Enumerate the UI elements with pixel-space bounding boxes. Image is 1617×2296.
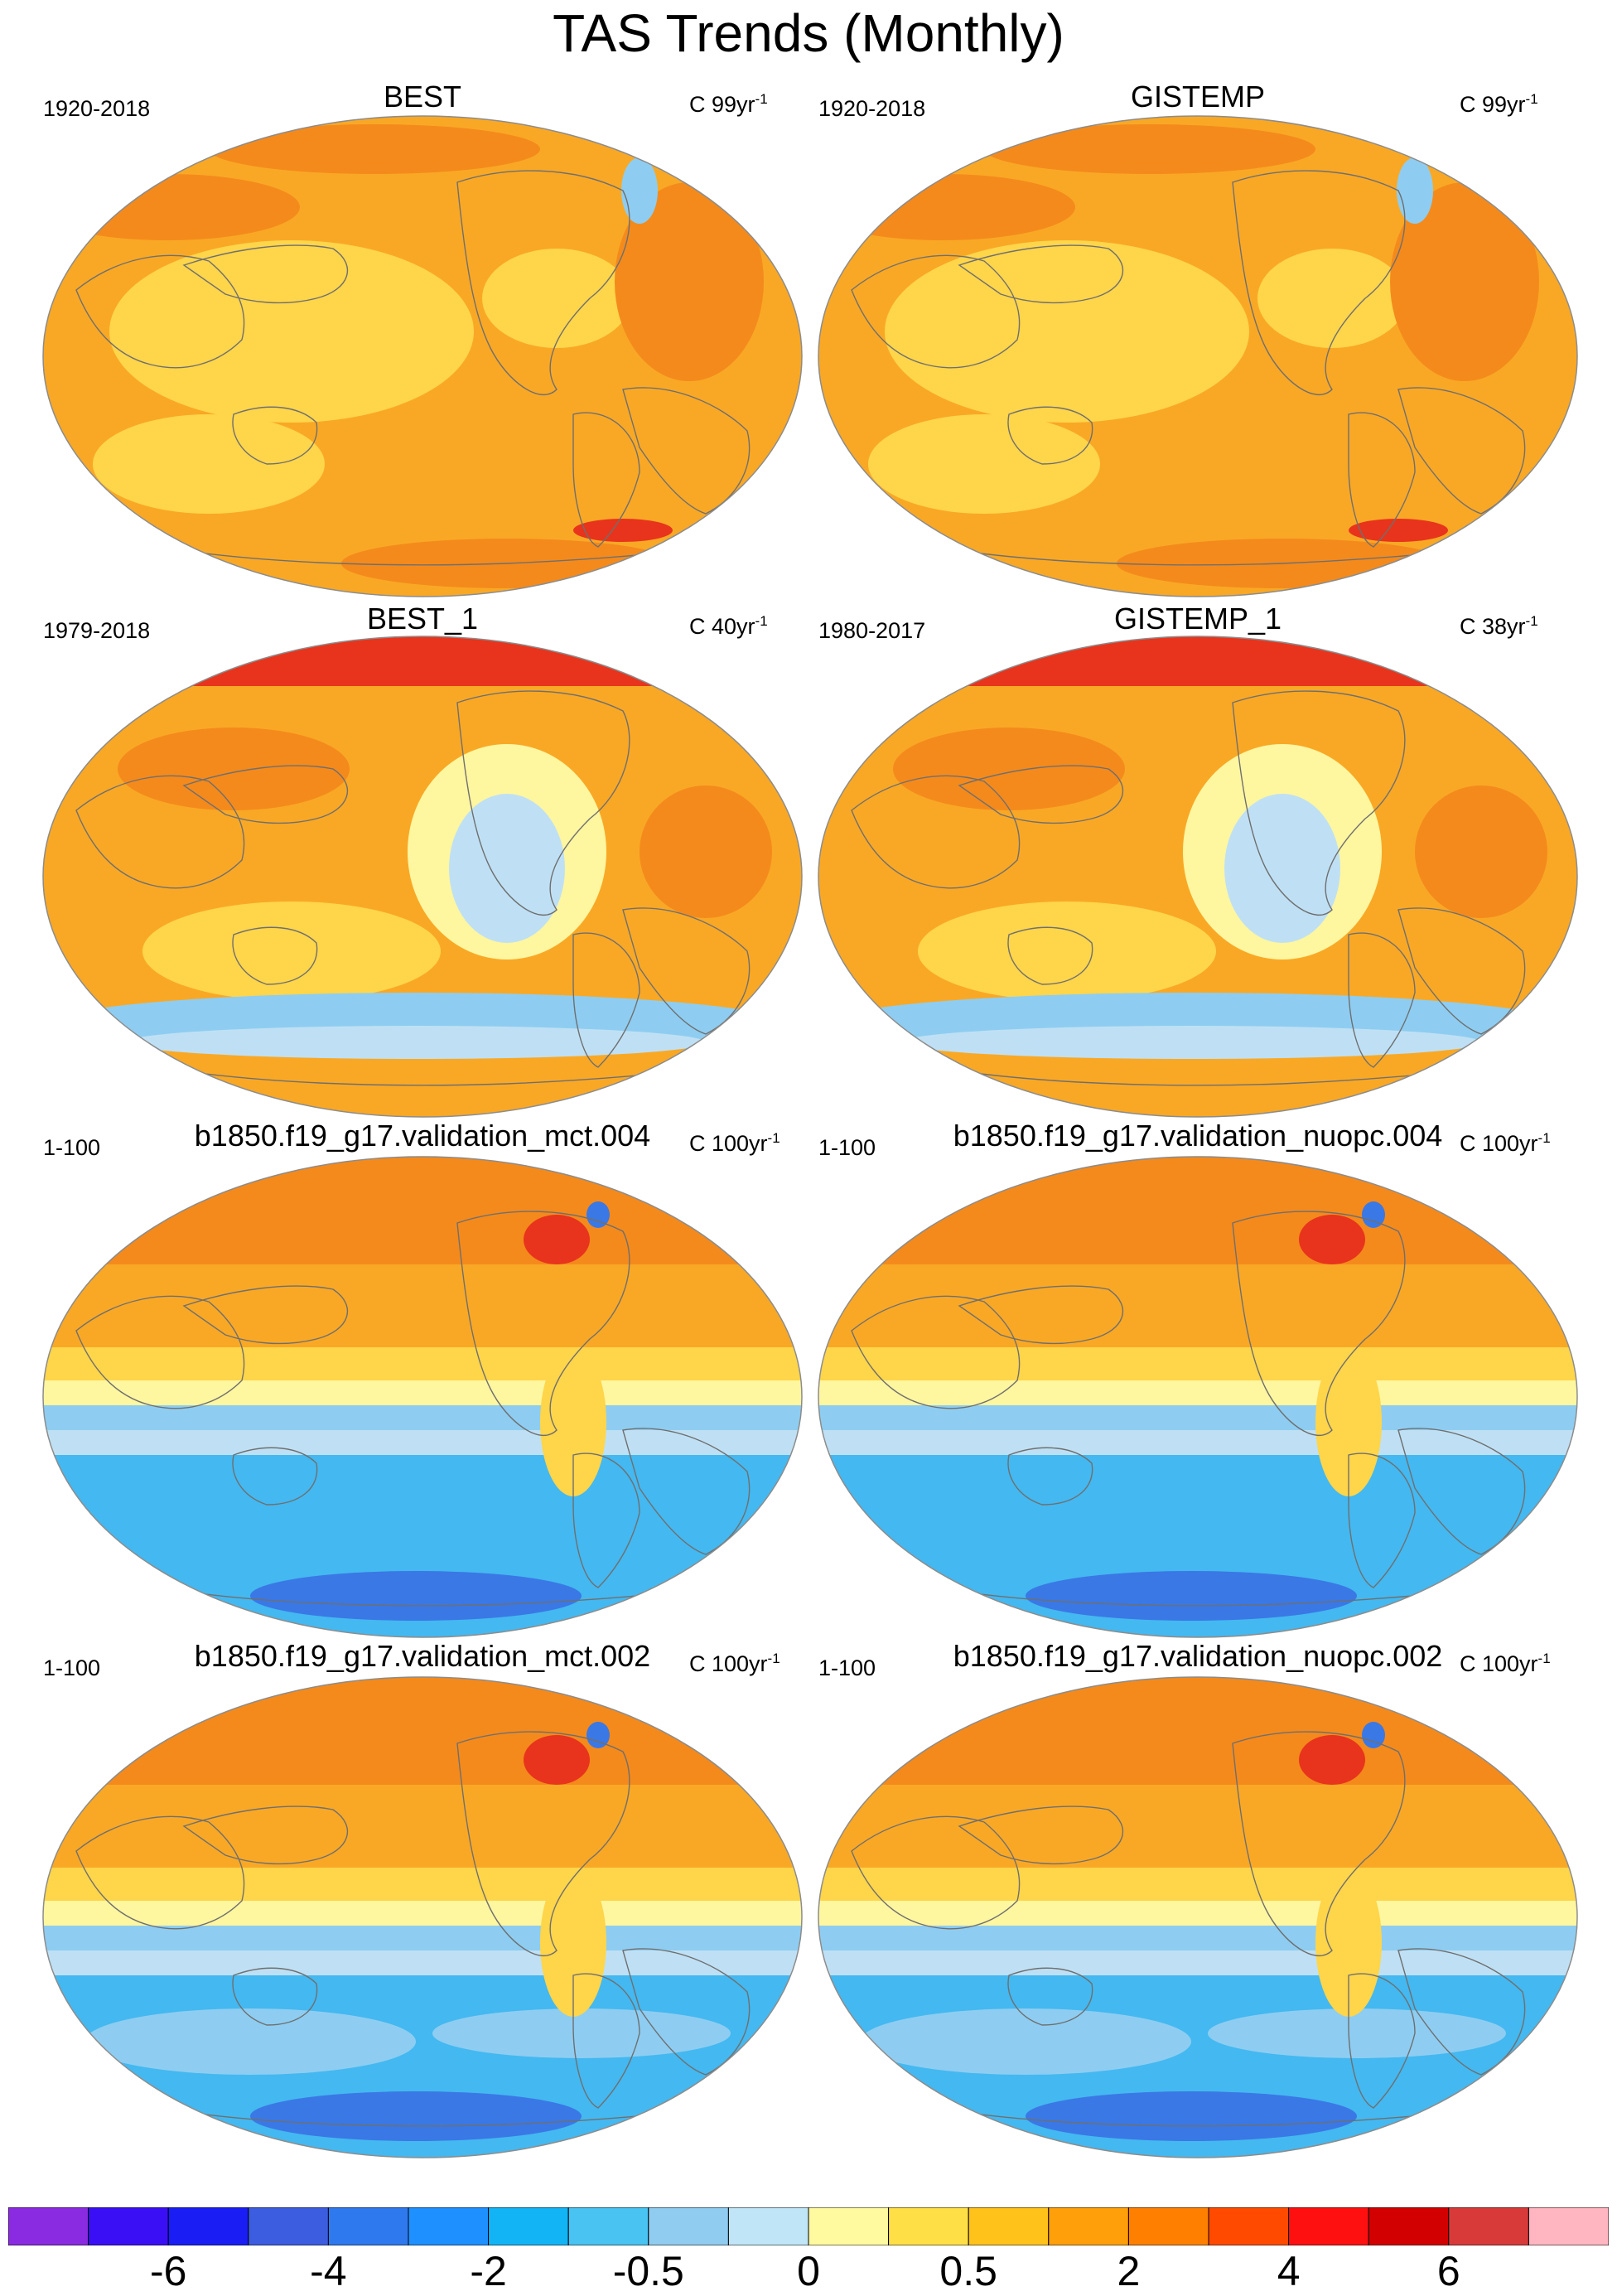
panel-units: C 100yr-1 — [689, 1651, 780, 1677]
panel-title: BEST — [383, 80, 462, 114]
panel-units: C 100yr-1 — [689, 1130, 780, 1157]
colorbar-box — [567, 2207, 649, 2245]
colorbar-label: 0 — [797, 2248, 820, 2294]
units-exponent: -1 — [1537, 1651, 1551, 1666]
colorbar-label: -0.5 — [612, 2248, 684, 2294]
colorbar-label: 6 — [1436, 2248, 1460, 2294]
colorbar-label: 0.5 — [939, 2248, 997, 2294]
units-text: C 100yr — [689, 1651, 768, 1676]
trend-map — [818, 1676, 1578, 2158]
colorbar-box — [1208, 2207, 1290, 2245]
trend-map — [42, 636, 803, 1118]
panel-period: 1-100 — [818, 1135, 876, 1160]
colorbar-box — [488, 2207, 569, 2245]
colorbar-box — [1448, 2207, 1529, 2245]
trend-map — [42, 1156, 803, 1638]
panel-title: b1850.f19_g17.validation_nuopc.002 — [953, 1639, 1443, 1673]
panel-period: 1-100 — [43, 1135, 101, 1160]
panel-units: C 100yr-1 — [1460, 1130, 1551, 1157]
panel-title: b1850.f19_g17.validation_nuopc.004 — [953, 1119, 1443, 1153]
units-text: C 99yr — [1460, 92, 1526, 117]
trend-field — [818, 1157, 1577, 1637]
trend-field — [43, 636, 802, 1117]
figure-title: TAS Trends (Monthly) — [553, 3, 1064, 63]
trend-field — [43, 1677, 802, 2158]
panel-title: GISTEMP — [1130, 80, 1266, 114]
colorbar-box — [968, 2207, 1050, 2245]
panel-title: GISTEMP_1 — [1113, 602, 1282, 636]
panel-units: C 99yr-1 — [689, 91, 768, 118]
trend-field — [43, 1157, 802, 1637]
units-exponent: -1 — [1525, 91, 1538, 107]
units-exponent: -1 — [767, 1130, 780, 1146]
panel-units: C 99yr-1 — [1460, 91, 1538, 118]
trend-map — [818, 1156, 1578, 1638]
units-exponent: -1 — [755, 613, 768, 629]
panel-units: C 40yr-1 — [689, 613, 768, 640]
units-text: C 100yr — [689, 1131, 768, 1156]
panel-period: 1-100 — [43, 1656, 101, 1680]
colorbar-box — [327, 2207, 409, 2245]
panel-title: b1850.f19_g17.validation_mct.002 — [194, 1639, 651, 1673]
colorbar-box — [8, 2207, 89, 2245]
trend-map — [42, 115, 803, 597]
panel-period: 1920-2018 — [818, 96, 926, 121]
units-text: C 38yr — [1460, 614, 1526, 639]
colorbar-box — [1288, 2207, 1369, 2245]
panel-period: 1920-2018 — [43, 96, 151, 121]
colorbar-box — [888, 2207, 969, 2245]
trend-map — [42, 1676, 803, 2158]
colorbar-label: -4 — [310, 2248, 347, 2294]
trend-map — [818, 115, 1578, 597]
colorbar-box — [1528, 2207, 1609, 2245]
panel-units: C 100yr-1 — [1460, 1651, 1551, 1677]
panel-title: BEST_1 — [366, 602, 479, 636]
units-exponent: -1 — [1525, 613, 1538, 629]
colorbar-label: 4 — [1277, 2248, 1301, 2294]
units-exponent: -1 — [767, 1651, 780, 1666]
colorbar-box — [1127, 2207, 1209, 2245]
panel-period: 1980-2017 — [818, 618, 926, 643]
panel-units: C 38yr-1 — [1460, 613, 1538, 640]
units-exponent: -1 — [1537, 1130, 1551, 1146]
units-exponent: -1 — [755, 91, 768, 107]
colorbar-box — [727, 2207, 809, 2245]
colorbar-box — [167, 2207, 249, 2245]
panel-period: 1-100 — [818, 1656, 876, 1680]
units-text: C 100yr — [1460, 1131, 1538, 1156]
trend-field — [43, 116, 802, 597]
colorbar-box — [808, 2207, 890, 2245]
colorbar-label: -2 — [470, 2248, 507, 2294]
units-text: C 100yr — [1460, 1651, 1538, 1676]
colorbar-box — [248, 2207, 329, 2245]
panel-period: 1979-2018 — [43, 618, 151, 643]
colorbar-label: 2 — [1117, 2248, 1141, 2294]
trend-field — [818, 1677, 1577, 2158]
units-text: C 99yr — [689, 92, 755, 117]
trend-map — [818, 636, 1578, 1118]
colorbar-box — [1048, 2207, 1129, 2245]
trend-field — [818, 636, 1577, 1117]
units-text: C 40yr — [689, 614, 755, 639]
colorbar — [8, 2207, 1609, 2245]
colorbar-label: -6 — [149, 2248, 187, 2294]
panel-title: b1850.f19_g17.validation_mct.004 — [194, 1119, 651, 1153]
colorbar-box — [648, 2207, 729, 2245]
colorbar-box — [88, 2207, 169, 2245]
colorbar-box — [408, 2207, 490, 2245]
colorbar-box — [1368, 2207, 1450, 2245]
trend-field — [818, 116, 1577, 597]
